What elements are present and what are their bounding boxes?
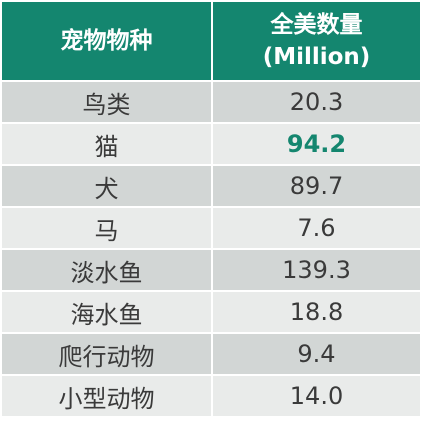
- species-cell: 马: [0, 206, 213, 250]
- row: 鸟类 20.3: [0, 80, 422, 124]
- species-cell: 淡水鱼: [0, 248, 213, 292]
- row: 小型动物 14.0: [0, 374, 422, 418]
- species-cell: 小型动物: [0, 374, 213, 418]
- count-cell: 20.3: [211, 80, 422, 124]
- header-cell: 宠物物种: [0, 0, 213, 82]
- species-cell: 鸟类: [0, 80, 213, 124]
- row: 淡水鱼 139.3: [0, 248, 422, 292]
- species-cell: 海水鱼: [0, 290, 213, 334]
- header-row: 宠物物种 全美数量 (Million): [0, 0, 422, 82]
- row: 马 7.6: [0, 206, 422, 250]
- count-cell: 94.2: [211, 122, 422, 166]
- species-cell: 犬: [0, 164, 213, 208]
- header-cell: 全美数量 (Million): [211, 0, 422, 82]
- species-cell: 猫: [0, 122, 213, 166]
- count-cell: 89.7: [211, 164, 422, 208]
- count-cell: 14.0: [211, 374, 422, 418]
- count-cell: 7.6: [211, 206, 422, 250]
- header-line: (Million): [262, 44, 371, 70]
- species-cell: 爬行动物: [0, 332, 213, 376]
- row: 犬 89.7: [0, 164, 422, 208]
- row: 海水鱼 18.8: [0, 290, 422, 334]
- count-cell: 18.8: [211, 290, 422, 334]
- count-cell: 9.4: [211, 332, 422, 376]
- row: 爬行动物 9.4: [0, 332, 422, 376]
- header-line: 全美数量: [270, 12, 363, 38]
- count-cell: 139.3: [211, 248, 422, 292]
- row: 猫 94.2: [0, 122, 422, 166]
